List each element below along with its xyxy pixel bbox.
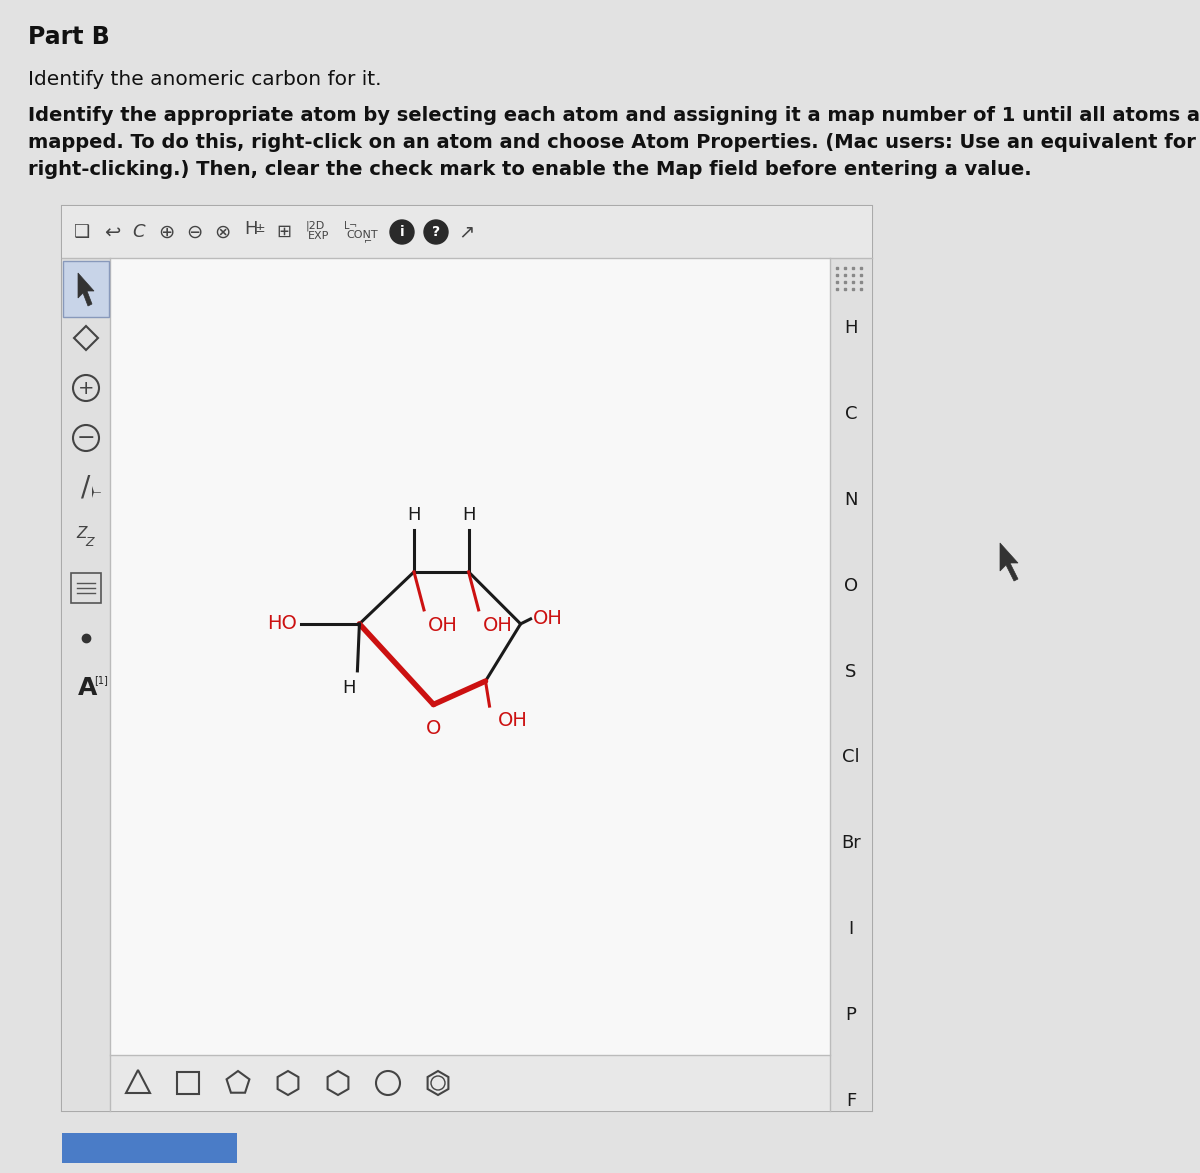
Text: Z: Z (77, 526, 88, 541)
Text: CONT: CONT (346, 230, 378, 240)
Text: C: C (845, 405, 857, 423)
Text: H: H (845, 319, 858, 337)
Text: EXP: EXP (308, 231, 329, 240)
Text: +: + (78, 379, 95, 398)
Text: H: H (462, 506, 475, 524)
Text: ⊖: ⊖ (186, 223, 203, 242)
FancyBboxPatch shape (830, 258, 872, 1111)
Text: H: H (407, 506, 421, 524)
Circle shape (424, 221, 448, 244)
Text: [1]: [1] (94, 674, 108, 685)
Text: Z: Z (85, 536, 95, 549)
Text: Identify the appropriate atom by selecting each atom and assigning it a map numb: Identify the appropriate atom by selecti… (28, 106, 1200, 126)
Text: ⊕: ⊕ (158, 223, 174, 242)
Text: HO: HO (268, 615, 298, 633)
Text: ¬: ¬ (349, 221, 358, 231)
Text: Part B: Part B (28, 25, 109, 49)
Polygon shape (1000, 543, 1018, 581)
Text: |2D: |2D (306, 221, 325, 231)
FancyBboxPatch shape (62, 1133, 238, 1162)
Text: ❑: ❑ (74, 223, 90, 240)
Text: Identify the anomeric carbon for it.: Identify the anomeric carbon for it. (28, 70, 382, 89)
Text: OH: OH (482, 616, 512, 635)
Polygon shape (92, 486, 94, 499)
Text: H: H (244, 221, 258, 238)
FancyBboxPatch shape (64, 262, 109, 317)
Text: Br: Br (841, 834, 860, 853)
Text: OH: OH (428, 616, 458, 635)
Text: ?: ? (432, 225, 440, 239)
Polygon shape (78, 273, 94, 306)
Circle shape (390, 221, 414, 244)
FancyBboxPatch shape (62, 206, 872, 258)
Text: right-clicking.) Then, clear the check mark to enable the Map field before enter: right-clicking.) Then, clear the check m… (28, 160, 1032, 179)
Text: N: N (845, 490, 858, 509)
Text: O: O (426, 719, 442, 738)
Text: Cl: Cl (842, 748, 860, 766)
Text: F: F (846, 1092, 856, 1110)
Text: A: A (78, 676, 97, 700)
Text: L: L (344, 221, 349, 231)
Text: S: S (845, 663, 857, 680)
Text: OH: OH (498, 711, 527, 730)
Text: C: C (132, 223, 145, 240)
FancyBboxPatch shape (62, 258, 110, 1111)
Text: H: H (343, 679, 356, 697)
Text: ⊗: ⊗ (214, 223, 230, 242)
Text: O: O (844, 577, 858, 595)
FancyBboxPatch shape (110, 1055, 830, 1111)
Text: ↗: ↗ (458, 223, 474, 242)
Text: OH: OH (533, 610, 563, 629)
Text: ±: ± (256, 223, 265, 236)
Text: P: P (846, 1006, 857, 1024)
Text: −: − (77, 428, 95, 448)
Text: /: / (82, 474, 91, 502)
Text: ⊞: ⊞ (276, 223, 292, 240)
Text: i: i (400, 225, 404, 239)
Text: ↩: ↩ (104, 223, 120, 242)
Text: mapped. To do this, right-click on an atom and choose Atom Properties. (Mac user: mapped. To do this, right-click on an at… (28, 133, 1196, 152)
Text: I: I (848, 921, 853, 938)
FancyBboxPatch shape (62, 206, 872, 1111)
Text: ⌐: ⌐ (364, 235, 372, 245)
